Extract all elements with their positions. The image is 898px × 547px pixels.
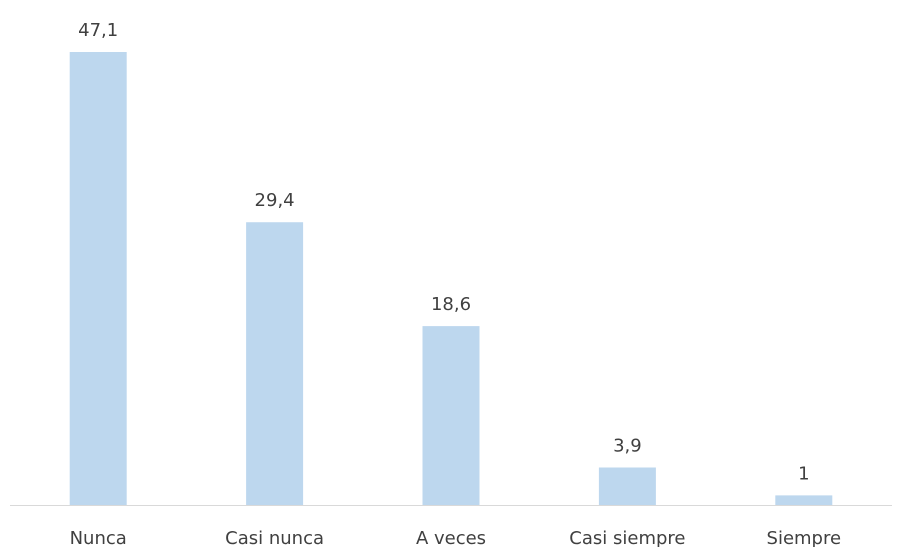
bar-nunca <box>69 52 127 505</box>
bar-casi-nunca <box>246 222 304 506</box>
x-tick-label: Nunca <box>70 528 127 547</box>
x-tick-label: A veces <box>416 528 486 547</box>
x-tick-label: Siempre <box>767 528 842 547</box>
data-label: 3,9 <box>613 435 642 456</box>
data-label: 47,1 <box>78 20 118 41</box>
bar-casi-siempre <box>598 467 656 505</box>
data-label: 29,4 <box>255 190 295 211</box>
x-tick-labels-layer: Nunca Casi nunca A veces Casi siempre Siempr… <box>70 528 841 547</box>
x-tick-label: Casi nunca <box>225 528 324 547</box>
x-tick-label: Casi siempre <box>569 528 685 547</box>
bar-a-veces <box>422 326 480 505</box>
data-labels-layer: 47,1 29,4 18,6 3,9 1 <box>78 20 809 484</box>
data-label: 18,6 <box>431 294 471 315</box>
data-label: 1 <box>798 463 809 484</box>
bar-siempre <box>775 495 833 505</box>
bars-layer <box>69 52 833 506</box>
